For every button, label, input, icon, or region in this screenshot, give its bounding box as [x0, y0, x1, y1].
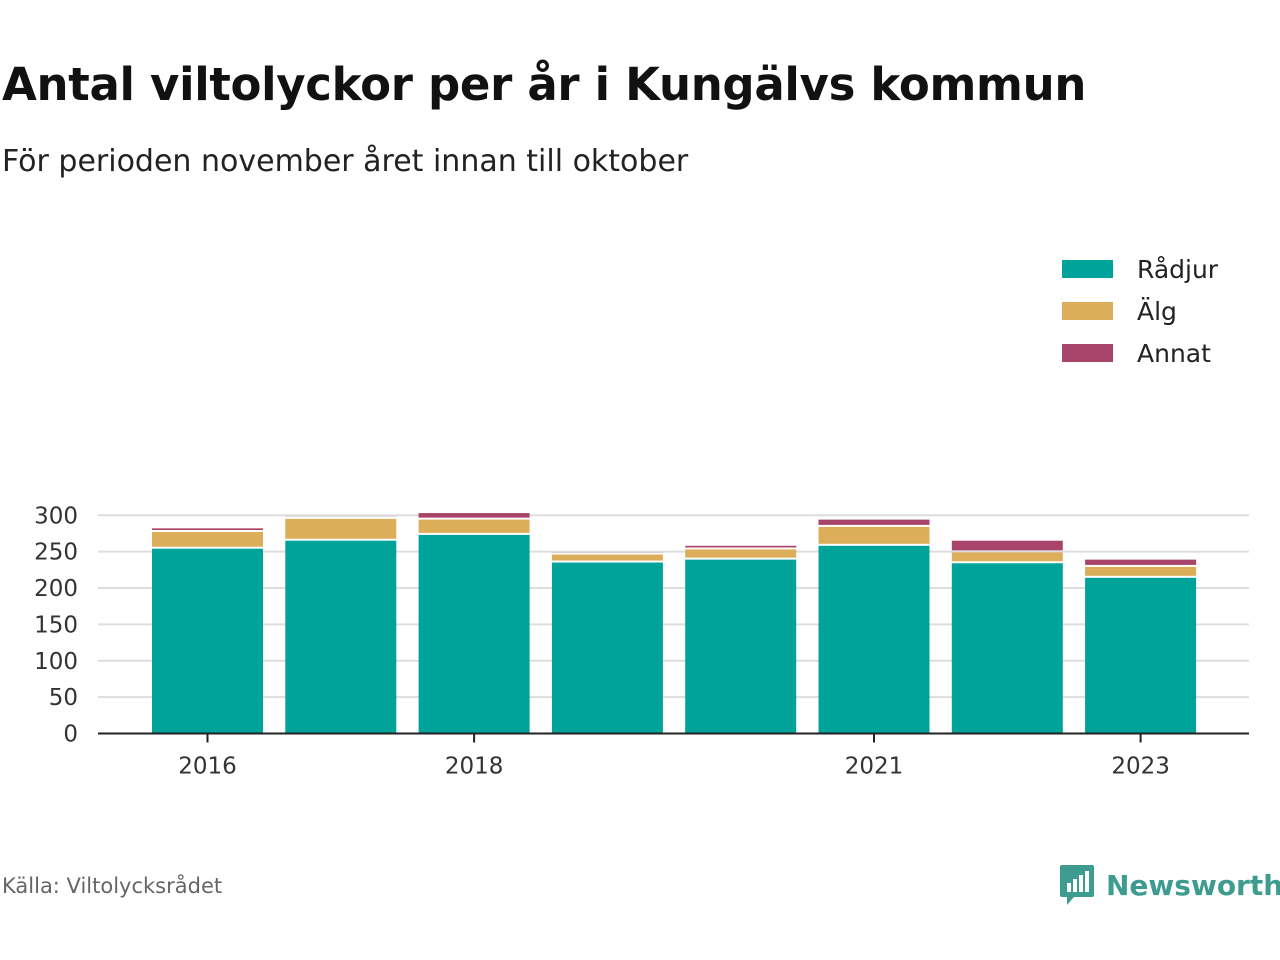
legend: Rådjur Älg Annat	[1050, 250, 1230, 380]
bar-segment	[951, 540, 1063, 551]
newsworthy-logo-icon	[1060, 865, 1094, 905]
y-tick-label: 150	[34, 612, 78, 638]
bar-segment	[152, 531, 263, 547]
bar-stack	[152, 528, 263, 734]
bar-segment	[418, 519, 530, 533]
bar-segment	[1085, 566, 1197, 576]
bar-segment	[285, 518, 397, 539]
x-tick-label: 2016	[178, 754, 237, 780]
bar-segment	[951, 552, 1063, 562]
y-tick-label: 0	[63, 722, 78, 748]
source-note: Källa: Viltolycksrådet	[2, 874, 223, 898]
bar-segment	[152, 528, 263, 530]
bar-stack	[285, 516, 397, 734]
x-tick-label: 2023	[1111, 754, 1170, 780]
chart-title: Antal viltolyckor per år i Kungälvs komm…	[2, 58, 1087, 111]
bar-segment	[418, 534, 530, 734]
brand-logo: Newsworthy	[1058, 862, 1280, 908]
bar-segment	[551, 562, 663, 734]
bar-stack	[551, 552, 663, 734]
bar-segment	[551, 554, 663, 561]
y-tick-label: 250	[34, 540, 78, 566]
bar-segment	[818, 545, 930, 734]
bar-segment	[685, 549, 797, 558]
x-tick-label: 2018	[445, 754, 504, 780]
bar-segment	[685, 559, 797, 734]
x-axis-ticks: 2016 2018 2021 2023	[178, 733, 1170, 780]
gridlines	[98, 514, 1249, 699]
bar-segment	[951, 563, 1063, 734]
x-tick-label: 2021	[845, 754, 904, 780]
bar-stack	[818, 519, 930, 734]
bars	[152, 513, 1197, 734]
bar-segment	[285, 540, 397, 734]
y-tick-label: 200	[34, 576, 78, 602]
bar-stack	[1085, 559, 1197, 734]
bar-stack	[685, 545, 797, 734]
brand-name: Newsworthy	[1106, 868, 1280, 902]
bar-segment	[152, 548, 263, 734]
legend-swatch	[1062, 260, 1113, 278]
bar-segment	[1085, 559, 1197, 565]
bar-stack	[418, 513, 530, 734]
bar-segment	[685, 545, 797, 548]
legend-label: Rådjur	[1137, 255, 1219, 284]
bar-stack	[951, 540, 1063, 734]
legend-label: Annat	[1137, 339, 1211, 368]
chart-subtitle: För perioden november året innan till ok…	[2, 144, 689, 179]
y-tick-label: 300	[34, 503, 78, 529]
y-tick-label: 50	[49, 685, 78, 711]
stacked-bar-chart: 0 50 100 150 200 250 300 2016 2018 2021 2023 Rådj…	[34, 250, 1249, 780]
y-axis-ticks: 0 50 100 150 200 250 300	[34, 503, 78, 747]
y-tick-label: 100	[34, 649, 78, 675]
bar-segment	[418, 513, 530, 518]
bar-segment	[818, 519, 930, 525]
bar-segment	[1085, 577, 1197, 734]
legend-swatch	[1062, 344, 1113, 362]
bar-segment	[818, 526, 930, 544]
legend-swatch	[1062, 302, 1113, 320]
legend-label: Älg	[1137, 297, 1177, 326]
